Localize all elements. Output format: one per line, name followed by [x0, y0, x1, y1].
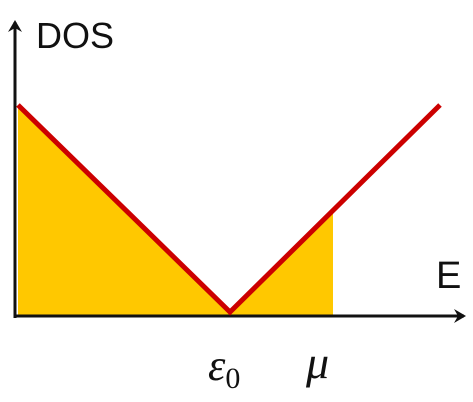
dos-curve: [16, 103, 442, 316]
epsilon-symbol: ε: [208, 341, 226, 390]
y-axis-label: DOS: [36, 15, 114, 56]
x-axis-label: E: [436, 255, 461, 297]
epsilon-subscript: 0: [225, 362, 240, 395]
filled-states: [18, 105, 333, 315]
mu-label: μ: [305, 337, 329, 388]
dirac-point-label: ε0: [208, 341, 240, 395]
